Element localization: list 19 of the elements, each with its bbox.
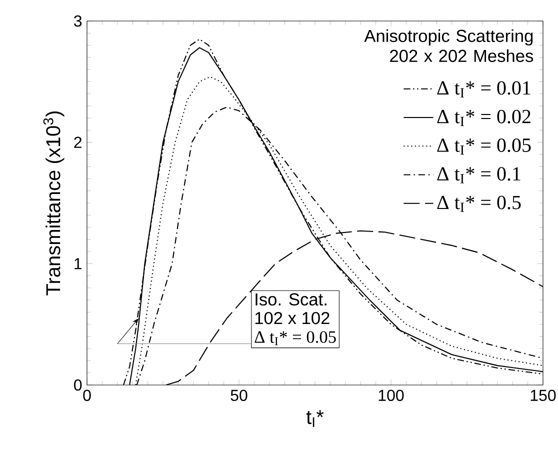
- x-tick-label: 100: [378, 390, 404, 402]
- annotation: Iso. Scat.: [256, 293, 326, 306]
- annotation: Δ t$_{I}$* = 0.05: [254, 331, 336, 346]
- legend-label: Δ t$_{I}$* = 0.5: [437, 196, 521, 212]
- y-tick-label: 3: [74, 15, 82, 27]
- x-tick-label: 50: [230, 390, 248, 402]
- y-tick-label: 2: [74, 136, 82, 148]
- x-tick-label: 0: [83, 390, 91, 402]
- x-tick-label: 150: [530, 390, 556, 402]
- legend-label: Δ t$_{I}$* = 0.05: [437, 138, 531, 155]
- x-axis-title: t$_{I}$*: [306, 410, 324, 427]
- annotation: 102 x 102: [255, 312, 330, 324]
- y-tick-label: 0: [74, 379, 82, 391]
- y-tick-label: 1: [74, 258, 82, 270]
- y-axis-title: Transmittance (x10$^{3}$): [43, 111, 64, 296]
- legend-title: Anisotropic Scattering 202 x 202 Meshes: [364, 29, 534, 62]
- legend-label: Δ t$_{I}$* = 0.01: [437, 81, 530, 98]
- legend-label: Δ t$_{I}$* = 0.1: [437, 167, 520, 184]
- legend-label: Δ t$_{I}$* = 0.02: [437, 110, 530, 126]
